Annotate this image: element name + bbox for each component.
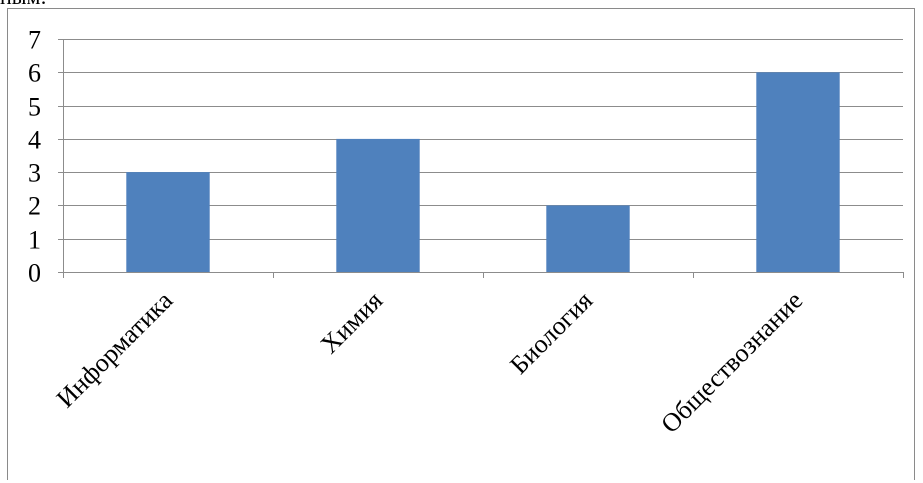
bar-4 [756, 72, 840, 272]
y-tick-label: 0 [28, 259, 41, 288]
y-tick-label: 7 [28, 26, 41, 55]
y-tick-label: 6 [28, 59, 41, 88]
y-tick-label: 5 [28, 93, 41, 122]
bar-3 [546, 205, 630, 272]
x-tick-label: Обществознание [655, 286, 808, 439]
bar-2 [336, 138, 420, 272]
y-tick-labels: 0 1 2 3 4 5 6 7 [28, 26, 41, 288]
y-tick-label: 1 [28, 226, 41, 255]
x-tick-label: Биология [504, 286, 598, 380]
x-tick-label: Информатика [51, 285, 179, 413]
bars [126, 72, 840, 272]
y-tick-label: 2 [28, 192, 41, 221]
cut-off-caption: ным: [0, 0, 47, 8]
x-tick-label: Химия [315, 286, 389, 360]
x-tick-labels: Информатика Химия Биология Обществознание [51, 285, 809, 438]
axes [58, 39, 904, 278]
bar-1 [126, 172, 210, 272]
y-tick-label: 4 [28, 126, 41, 155]
y-tick-label: 3 [28, 159, 41, 188]
